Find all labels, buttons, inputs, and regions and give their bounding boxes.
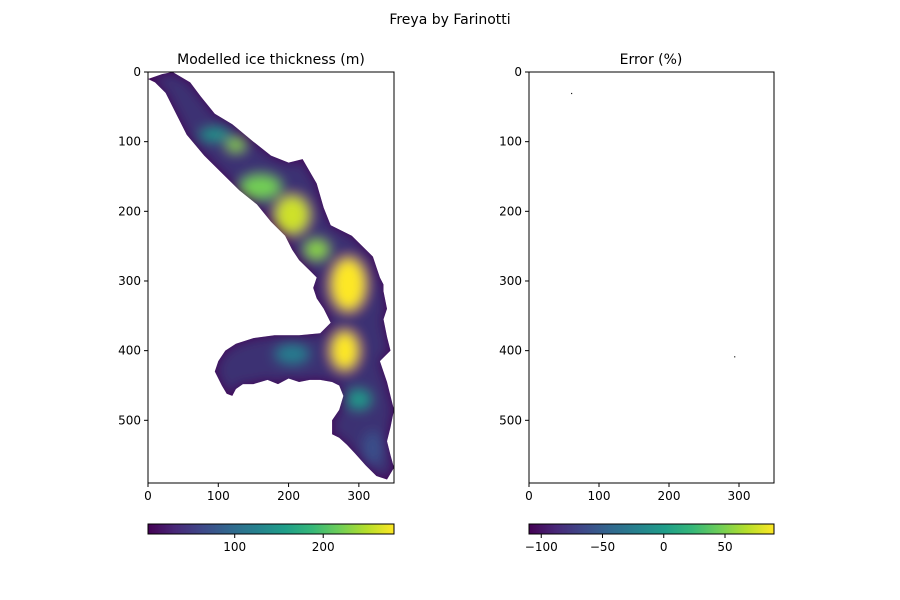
thickness-colorbar: 100 200 — [147, 523, 395, 554]
thickness-zone — [346, 388, 372, 410]
error-y-tick-label: 300 — [499, 274, 522, 288]
thickness-zone — [226, 138, 246, 153]
thickness-y-ticks: 0 100 200 300 400 500 — [118, 65, 148, 427]
error-colorbar: −100 −50 0 50 — [525, 523, 775, 554]
error-x-tick-label: 100 — [588, 489, 611, 503]
error-axes-frame — [528, 71, 775, 484]
error-title: Error (%) — [620, 52, 683, 68]
thickness-panel: Modelled ice thickness (m) 0 100 200 300 0 1… — [118, 52, 395, 554]
thickness-zone — [239, 174, 282, 200]
error-colorbar-gradient — [528, 523, 775, 535]
error-point — [734, 356, 736, 358]
thickness-y-tick-label: 400 — [118, 344, 141, 358]
thickness-zone — [274, 195, 310, 235]
error-y-tick-label: 100 — [499, 135, 522, 149]
thickness-zone — [362, 430, 384, 466]
thickness-colorbar-gradient — [147, 523, 395, 535]
thickness-colorbar-tick-label: 100 — [223, 540, 246, 554]
thickness-title: Modelled ice thickness (m) — [177, 52, 365, 68]
error-y-tick-label: 200 — [499, 204, 522, 218]
thickness-axes-frame — [147, 71, 395, 484]
thickness-y-tick-label: 100 — [118, 135, 141, 149]
thickness-y-tick-label: 0 — [133, 65, 141, 79]
thickness-y-tick-label: 500 — [118, 413, 141, 427]
thickness-zones — [148, 72, 394, 480]
thickness-zone — [330, 331, 359, 371]
error-x-tick-label: 300 — [728, 489, 751, 503]
thickness-base-layer — [148, 72, 394, 480]
error-colorbar-tick-label: 0 — [660, 540, 668, 554]
thickness-map — [148, 72, 394, 480]
thickness-x-tick-label: 0 — [144, 489, 152, 503]
thickness-y-tick-label: 200 — [118, 204, 141, 218]
thickness-x-ticks: 0 100 200 300 — [144, 483, 370, 503]
thickness-y-tick-label: 300 — [118, 274, 141, 288]
error-y-tick-label: 400 — [499, 344, 522, 358]
thickness-x-tick-label: 300 — [347, 489, 370, 503]
error-colorbar-ticks: −100 −50 0 50 — [525, 534, 733, 554]
thickness-zone — [304, 239, 330, 261]
error-colorbar-tick-label: −50 — [590, 540, 615, 554]
thickness-zone — [330, 257, 366, 311]
error-x-tick-label: 0 — [525, 489, 533, 503]
error-map — [571, 92, 736, 358]
error-colorbar-tick-label: −100 — [525, 540, 558, 554]
error-y-ticks: 0 100 200 300 400 500 — [499, 65, 529, 427]
error-colorbar-tick-label: 50 — [717, 540, 732, 554]
error-y-tick-label: 500 — [499, 413, 522, 427]
thickness-x-tick-label: 100 — [207, 489, 230, 503]
thickness-x-tick-label: 200 — [277, 489, 300, 503]
thickness-colorbar-tick-label: 200 — [312, 540, 335, 554]
figure-suptitle: Freya by Farinotti — [389, 12, 510, 28]
thickness-zone — [199, 127, 231, 142]
thickness-zone — [274, 343, 310, 365]
error-y-tick-label: 0 — [514, 65, 522, 79]
error-x-tick-label: 200 — [658, 489, 681, 503]
error-point — [571, 92, 573, 95]
error-x-ticks: 0 100 200 300 — [525, 483, 750, 503]
thickness-colorbar-ticks: 100 200 — [223, 534, 335, 554]
